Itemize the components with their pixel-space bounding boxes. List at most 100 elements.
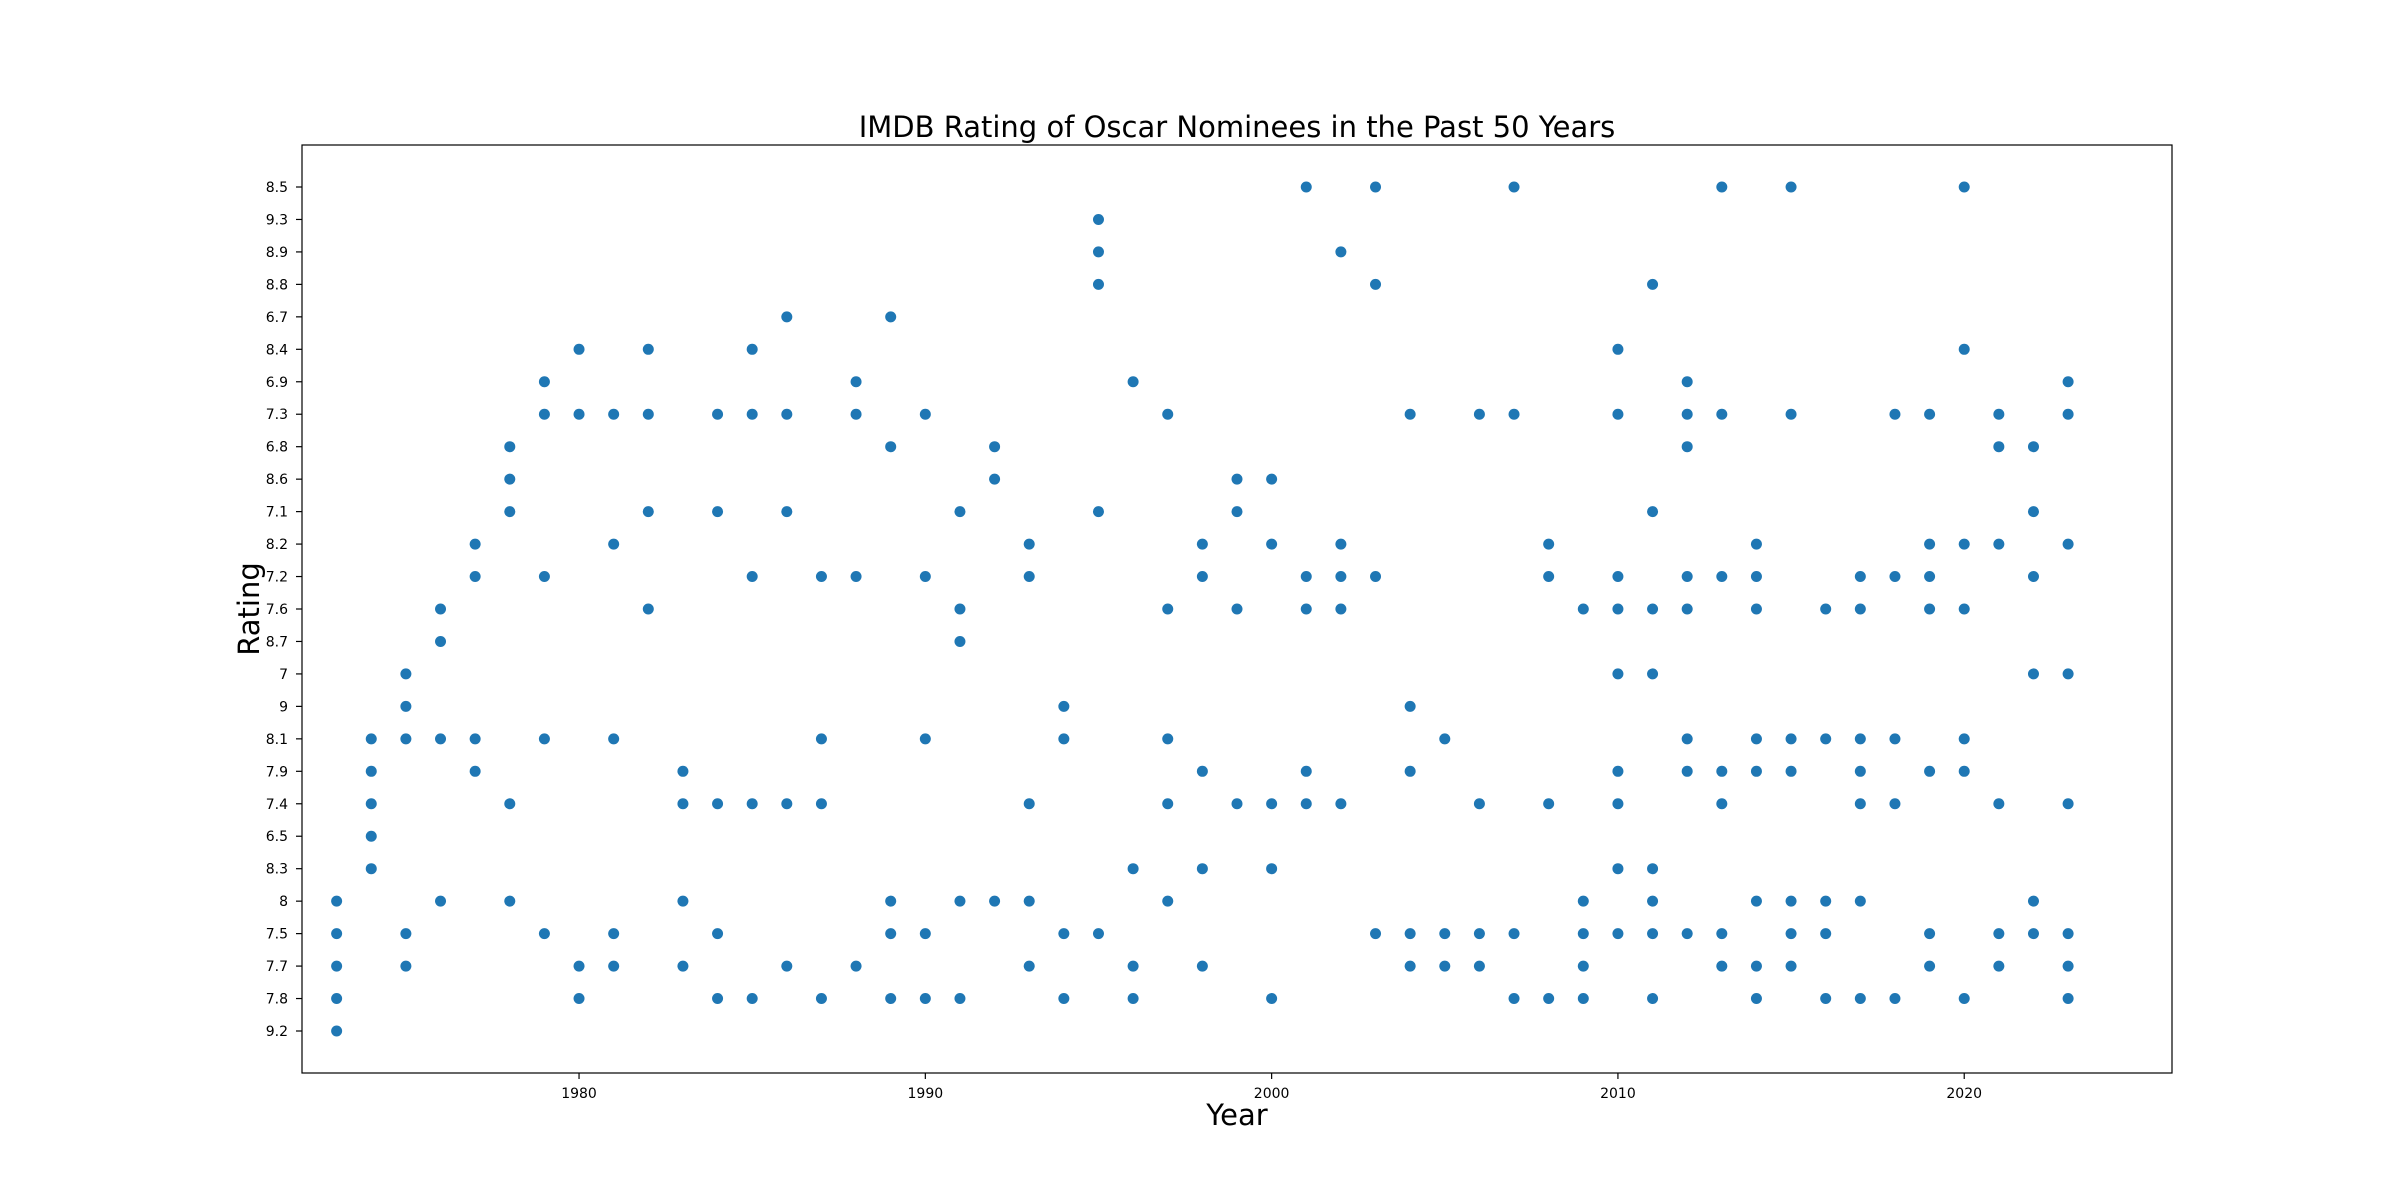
data-point <box>331 895 343 907</box>
x-tick-label: 2000 <box>1254 1086 1290 1102</box>
data-point <box>954 895 966 907</box>
data-point <box>1300 765 1312 777</box>
data-point <box>1196 571 1208 583</box>
data-point <box>1854 603 1866 615</box>
data-point <box>365 765 377 777</box>
y-tick-label: 7.5 <box>266 927 288 943</box>
data-point <box>2027 441 2039 453</box>
data-point <box>1785 895 1797 907</box>
data-point <box>1473 960 1485 972</box>
y-tick-label: 8 <box>279 894 288 910</box>
data-point <box>365 798 377 810</box>
x-tick-label: 2020 <box>1946 1086 1982 1102</box>
data-point <box>781 311 793 323</box>
data-point <box>2027 668 2039 680</box>
data-point <box>1681 733 1693 745</box>
data-point <box>2027 895 2039 907</box>
data-point <box>504 506 516 518</box>
data-point <box>1889 733 1901 745</box>
data-point <box>1785 733 1797 745</box>
data-point <box>2062 993 2074 1005</box>
y-tick-label: 7.7 <box>266 959 288 975</box>
data-point <box>1196 765 1208 777</box>
data-point <box>1820 733 1832 745</box>
data-point <box>1266 798 1278 810</box>
y-tick-label: 7.2 <box>266 570 288 586</box>
data-point <box>331 960 343 972</box>
data-point <box>1681 603 1693 615</box>
data-point <box>1300 181 1312 193</box>
data-point <box>1058 928 1070 940</box>
data-point <box>1196 863 1208 875</box>
data-point <box>1785 408 1797 420</box>
data-point <box>1058 993 1070 1005</box>
data-point <box>1439 928 1451 940</box>
data-point <box>1820 993 1832 1005</box>
data-point <box>712 408 724 420</box>
data-point <box>573 960 585 972</box>
y-tick-label: 7.6 <box>266 602 288 618</box>
data-point <box>1716 928 1728 940</box>
data-point <box>1473 408 1485 420</box>
data-point <box>1924 408 1936 420</box>
y-tick-label: 6.7 <box>266 310 288 326</box>
data-point <box>1612 668 1624 680</box>
data-point <box>1750 765 1762 777</box>
x-tick-label: 1980 <box>561 1086 597 1102</box>
data-point <box>1716 408 1728 420</box>
y-tick-label: 8.3 <box>266 862 288 878</box>
data-point <box>1958 993 1970 1005</box>
data-point <box>1993 441 2005 453</box>
data-point <box>677 960 689 972</box>
data-point <box>538 733 550 745</box>
data-point <box>2062 798 2074 810</box>
y-tick-label: 7.8 <box>266 992 288 1008</box>
x-axis-ticks: 1980 1990 2000 2010 2020 <box>561 1073 1982 1102</box>
data-point <box>1092 506 1104 518</box>
data-point <box>1750 733 1762 745</box>
data-point <box>435 733 447 745</box>
data-point <box>1681 441 1693 453</box>
data-point <box>608 960 620 972</box>
data-point <box>677 895 689 907</box>
data-point <box>1993 928 2005 940</box>
data-point <box>1854 993 1866 1005</box>
data-point <box>400 928 412 940</box>
data-point <box>1750 603 1762 615</box>
data-point <box>400 668 412 680</box>
y-tick-label: 7.3 <box>266 407 288 423</box>
data-point <box>2062 408 2074 420</box>
data-point <box>573 408 585 420</box>
data-point <box>1335 246 1347 258</box>
data-point <box>850 376 862 388</box>
data-point <box>1785 928 1797 940</box>
data-point <box>919 993 931 1005</box>
data-point <box>1750 895 1762 907</box>
y-tick-label: 8.1 <box>266 732 288 748</box>
data-point <box>1023 895 1035 907</box>
y-tick-label: 6.9 <box>266 375 288 391</box>
data-point <box>469 733 481 745</box>
data-point <box>1370 928 1382 940</box>
data-point <box>1993 408 2005 420</box>
data-point <box>435 603 447 615</box>
y-tick-label: 8.6 <box>266 472 288 488</box>
data-point <box>1854 571 1866 583</box>
data-point <box>1993 960 2005 972</box>
data-point <box>1820 895 1832 907</box>
data-point <box>1785 765 1797 777</box>
data-point <box>608 928 620 940</box>
data-point <box>573 993 585 1005</box>
data-point <box>1750 993 1762 1005</box>
data-point <box>885 441 897 453</box>
data-point <box>1092 213 1104 225</box>
data-point <box>1785 181 1797 193</box>
data-point <box>1404 700 1416 712</box>
data-point <box>1889 571 1901 583</box>
data-point <box>712 798 724 810</box>
data-point <box>1300 798 1312 810</box>
data-point <box>746 408 758 420</box>
data-point <box>1058 733 1070 745</box>
y-tick-label: 7.9 <box>266 764 288 780</box>
